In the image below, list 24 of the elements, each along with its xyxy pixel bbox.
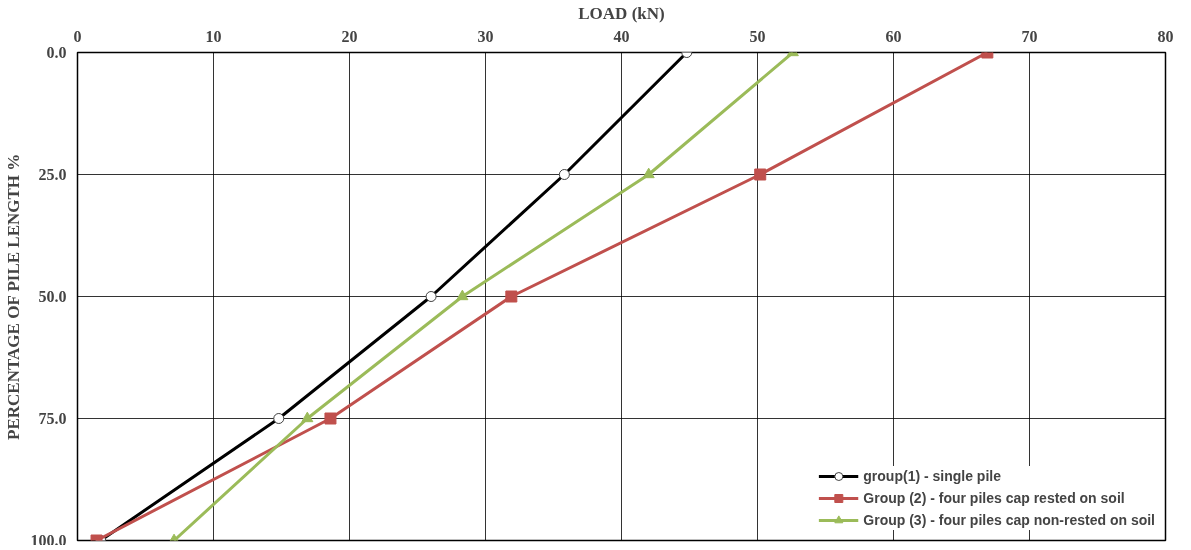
x-tick-label: 80: [1157, 27, 1174, 45]
y-tick-label: 100.0: [30, 531, 67, 549]
x-tick-label: 20: [341, 27, 358, 45]
x-tick-label: 30: [477, 27, 494, 45]
point: [301, 411, 314, 423]
point: [456, 289, 469, 301]
y-axis-title: PERCENTAGE OF PILE LENGTH %: [3, 153, 23, 440]
x-axis-title: LOAD (kN): [578, 3, 665, 23]
point: [754, 168, 767, 181]
point: [324, 412, 337, 425]
x-tick-label: 40: [613, 27, 630, 45]
y-tick-label: 50.0: [38, 288, 67, 305]
x-tick-label: 70: [1021, 27, 1038, 45]
y-tick-label: 75.0: [38, 410, 67, 427]
y-tick-label: 0.0: [46, 44, 67, 61]
point: [505, 290, 518, 303]
x-tick-label: 60: [885, 27, 902, 45]
legend-label: group(1) - single pile: [863, 468, 1001, 484]
y-tick-label: 25.0: [38, 166, 67, 183]
legend-label: Group (3) - four piles cap non-rested on soil: [863, 512, 1155, 528]
x-tick-label: 50: [749, 27, 766, 45]
legend-label: Group (2) - four piles cap rested on soil: [863, 490, 1125, 506]
x-tick-label: 10: [205, 27, 222, 45]
x-tick-label: 0: [73, 27, 82, 45]
